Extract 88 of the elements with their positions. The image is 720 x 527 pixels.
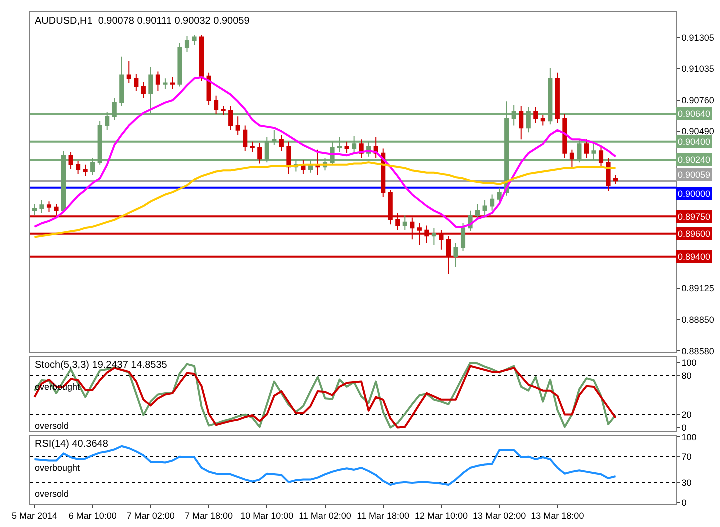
candlestick <box>120 56 124 107</box>
candlestick <box>46 201 52 213</box>
candlestick <box>286 141 292 175</box>
candlestick <box>258 142 262 164</box>
candlestick <box>68 152 74 170</box>
ref-line-label: overbought <box>35 463 81 473</box>
x-tick-label: 11 Mar 18:00 <box>357 510 410 521</box>
candlestick <box>83 164 88 177</box>
candlestick <box>170 77 175 90</box>
candlestick <box>156 71 160 92</box>
y-tick-label: 0.88850 <box>682 315 714 326</box>
candlestick <box>32 203 37 216</box>
candlestick <box>614 174 618 185</box>
candlestick <box>200 34 204 82</box>
candlestick <box>482 200 488 218</box>
candlestick <box>534 106 538 124</box>
x-tick-label: 6 Mar 10:00 <box>68 510 117 521</box>
ref-line-label: 0.89750 <box>678 212 711 222</box>
candlestick <box>76 160 81 175</box>
candlestick <box>540 114 546 126</box>
candlestick <box>221 106 226 116</box>
candlestick <box>562 114 568 158</box>
candlestick <box>460 222 466 252</box>
candlestick <box>134 74 139 92</box>
ref-line-label: 0.90240 <box>678 155 711 165</box>
candlestick <box>214 95 219 115</box>
ref-line-label: 0.90640 <box>678 109 711 119</box>
x-tick-label: 7 Mar 02:00 <box>126 510 175 521</box>
candlestick <box>192 34 197 46</box>
candlestick <box>228 106 234 131</box>
ref-line-label: oversold <box>35 489 70 499</box>
candlestick <box>141 82 146 99</box>
x-tick-label: 5 Mar 2014 <box>12 510 58 521</box>
y-tick-label: 0.90760 <box>682 96 714 106</box>
candlestick <box>206 72 212 106</box>
y-tick-label: 70 <box>682 452 692 462</box>
candlestick <box>555 72 560 124</box>
ref-line-label: 0.89400 <box>678 252 711 262</box>
candlestick <box>344 141 350 154</box>
chart-title: RSI(14) 40.3648 <box>35 439 109 450</box>
candlestick <box>279 134 284 152</box>
x-tick-label: 13 Mar 18:00 <box>531 510 584 521</box>
y-tick-label: 0.90490 <box>682 126 714 137</box>
candlestick <box>40 200 44 214</box>
candlestick <box>570 149 574 170</box>
candlestick <box>584 139 590 158</box>
y-tick-label: 20 <box>682 410 692 420</box>
candlestick <box>476 203 480 221</box>
line-series <box>34 76 617 228</box>
candlestick <box>490 194 495 212</box>
candlestick <box>316 149 320 176</box>
candlestick <box>243 125 248 152</box>
ref-line-label: 0.89600 <box>678 229 711 239</box>
y-tick-label: 0 <box>682 422 687 433</box>
x-tick-label: 11 Mar 02:00 <box>299 510 352 521</box>
x-tick-label: 13 Mar 02:00 <box>473 510 526 521</box>
y-tick-label: 30 <box>682 478 692 488</box>
y-tick-label: 0.88580 <box>682 346 714 356</box>
x-tick-label: 12 Mar 10:00 <box>414 510 468 521</box>
ref-line-label: 0.90000 <box>678 189 711 199</box>
chart-title: AUDUSD,H1 0.90078 0.90111 0.90032 0.90059 <box>35 16 250 27</box>
x-tick-label: 7 Mar 18:00 <box>185 510 234 521</box>
y-tick-label: 100 <box>682 358 697 368</box>
x-tick-label: 10 Mar 10:00 <box>240 510 294 521</box>
candlestick <box>454 242 458 268</box>
candlestick <box>606 157 611 192</box>
ref-line-label: 0.90059 <box>678 170 711 180</box>
candlestick <box>250 141 255 153</box>
candlestick <box>497 187 502 204</box>
candlestick <box>519 106 524 140</box>
y-tick-label: 0.91305 <box>682 32 714 43</box>
candlestick <box>163 78 168 90</box>
ref-line-label: oversold <box>35 421 70 431</box>
y-tick-label: 100 <box>682 432 697 442</box>
candlestick <box>432 228 436 246</box>
candlestick <box>236 116 240 136</box>
y-tick-label: 80 <box>682 371 692 382</box>
line-series <box>34 162 617 238</box>
y-tick-label: 0.91035 <box>682 64 714 74</box>
y-tick-label: 0.89125 <box>682 284 714 294</box>
candlestick <box>402 214 408 231</box>
candlestick <box>184 36 190 53</box>
candlestick <box>178 42 182 88</box>
ref-line-label: 0.90400 <box>678 137 711 147</box>
y-tick-label: 0 <box>682 498 687 508</box>
candlestick <box>598 146 604 168</box>
chart-title: Stoch(5,3,3) 19.2437 14.8535 <box>35 360 168 371</box>
candlestick <box>126 60 132 84</box>
